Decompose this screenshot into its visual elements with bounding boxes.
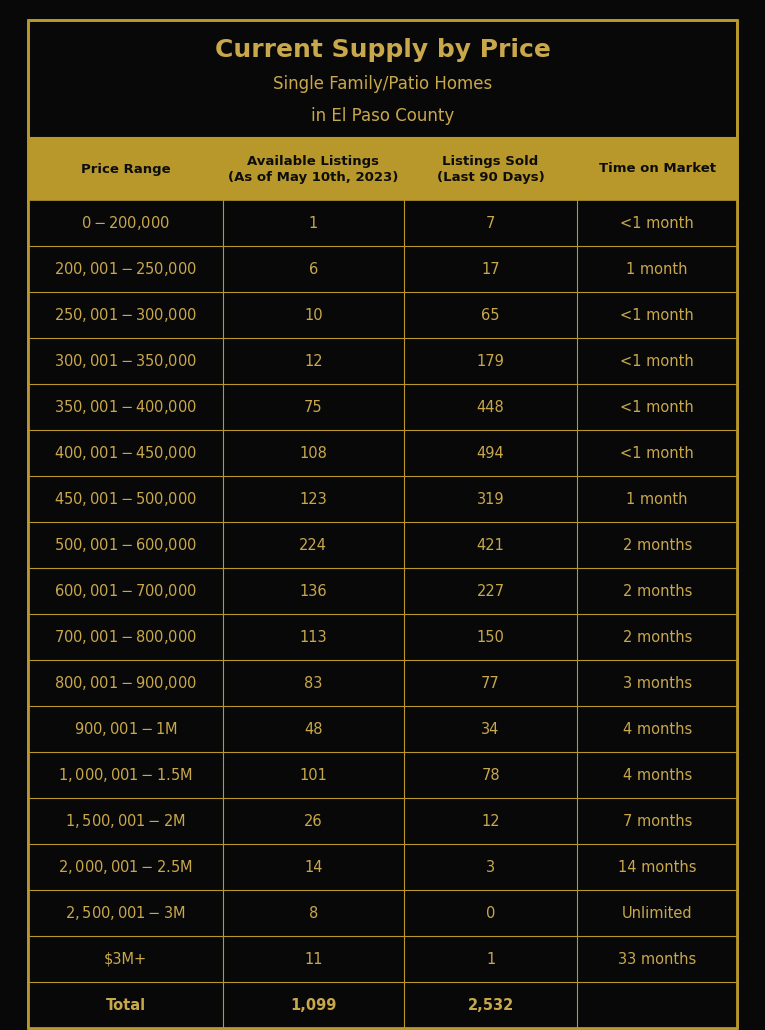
Text: $2,000,001 - $2.5M: $2,000,001 - $2.5M — [58, 858, 193, 876]
Text: $2,500,001 - $3M: $2,500,001 - $3M — [65, 904, 186, 922]
Bar — [28, 752, 737, 798]
Text: 14 months: 14 months — [618, 859, 696, 874]
Text: 75: 75 — [304, 400, 323, 414]
Text: 8: 8 — [309, 905, 318, 921]
Bar — [28, 660, 737, 706]
Text: 136: 136 — [300, 584, 327, 598]
Text: <1 month: <1 month — [620, 308, 694, 322]
Text: 150: 150 — [477, 629, 505, 645]
Text: 83: 83 — [304, 676, 323, 690]
Text: 227: 227 — [477, 584, 505, 598]
Text: 7: 7 — [486, 215, 495, 231]
Text: 448: 448 — [477, 400, 504, 414]
Text: <1 month: <1 month — [620, 215, 694, 231]
Text: $400,001 - $450,000: $400,001 - $450,000 — [54, 444, 197, 462]
Text: $600,001 - $700,000: $600,001 - $700,000 — [54, 582, 197, 600]
Bar — [28, 291, 737, 338]
Text: 494: 494 — [477, 446, 504, 460]
Text: 7 months: 7 months — [623, 814, 692, 828]
Text: 3: 3 — [486, 859, 495, 874]
Text: 3 months: 3 months — [623, 676, 692, 690]
Bar — [28, 384, 737, 430]
Text: $350,001 - $400,000: $350,001 - $400,000 — [54, 398, 197, 416]
Text: 224: 224 — [299, 538, 327, 552]
Text: 1: 1 — [309, 215, 318, 231]
Bar — [28, 982, 737, 1028]
Text: 48: 48 — [304, 721, 323, 736]
Text: 421: 421 — [477, 538, 505, 552]
Text: 1: 1 — [486, 952, 495, 966]
Text: in El Paso County: in El Paso County — [311, 106, 454, 125]
Text: 14: 14 — [304, 859, 323, 874]
Text: 2 months: 2 months — [623, 629, 692, 645]
Text: $500,001 - $600,000: $500,001 - $600,000 — [54, 536, 197, 554]
Bar — [28, 138, 737, 200]
Text: 123: 123 — [299, 491, 327, 507]
Bar — [28, 614, 737, 660]
Text: 0: 0 — [486, 905, 495, 921]
Text: Price Range: Price Range — [80, 163, 171, 175]
Bar — [28, 844, 737, 890]
Text: 1 month: 1 month — [627, 262, 688, 276]
Text: 108: 108 — [299, 446, 327, 460]
Text: $700,001 - $800,000: $700,001 - $800,000 — [54, 628, 197, 646]
Text: 2 months: 2 months — [623, 538, 692, 552]
Text: 26: 26 — [304, 814, 323, 828]
Text: 65: 65 — [481, 308, 500, 322]
Text: <1 month: <1 month — [620, 400, 694, 414]
Text: 1,099: 1,099 — [290, 997, 337, 1012]
Bar — [28, 936, 737, 982]
Bar — [28, 200, 737, 246]
Text: 17: 17 — [481, 262, 500, 276]
Bar — [28, 338, 737, 384]
Bar — [28, 706, 737, 752]
Bar — [28, 430, 737, 476]
Text: <1 month: <1 month — [620, 446, 694, 460]
Text: <1 month: <1 month — [620, 353, 694, 369]
Text: 2,532: 2,532 — [467, 997, 514, 1012]
Text: $0 - $200,000: $0 - $200,000 — [81, 214, 170, 232]
Text: 2 months: 2 months — [623, 584, 692, 598]
Text: 6: 6 — [309, 262, 318, 276]
Text: 33 months: 33 months — [618, 952, 696, 966]
Text: $800,001 - $900,000: $800,001 - $900,000 — [54, 674, 197, 692]
Text: Time on Market: Time on Market — [599, 163, 716, 175]
Text: 11: 11 — [304, 952, 323, 966]
Text: 179: 179 — [477, 353, 505, 369]
Text: $450,001 - $500,000: $450,001 - $500,000 — [54, 490, 197, 508]
Text: 78: 78 — [481, 767, 500, 783]
Text: $900,001 - $1M: $900,001 - $1M — [73, 720, 177, 739]
Text: Unlimited: Unlimited — [622, 905, 692, 921]
Bar — [28, 798, 737, 844]
Text: 12: 12 — [481, 814, 500, 828]
Text: 12: 12 — [304, 353, 323, 369]
Text: 113: 113 — [300, 629, 327, 645]
Text: 1 month: 1 month — [627, 491, 688, 507]
Text: 10: 10 — [304, 308, 323, 322]
Text: 4 months: 4 months — [623, 767, 692, 783]
Text: 101: 101 — [299, 767, 327, 783]
Text: 319: 319 — [477, 491, 504, 507]
Bar — [28, 476, 737, 522]
Text: Single Family/Patio Homes: Single Family/Patio Homes — [273, 75, 492, 93]
Text: $1,500,001 - $2M: $1,500,001 - $2M — [65, 812, 186, 830]
Text: 77: 77 — [481, 676, 500, 690]
Text: $300,001 - $350,000: $300,001 - $350,000 — [54, 352, 197, 370]
Bar — [28, 890, 737, 936]
Text: 4 months: 4 months — [623, 721, 692, 736]
Text: 34: 34 — [481, 721, 500, 736]
Text: $200,001 - $250,000: $200,001 - $250,000 — [54, 260, 197, 278]
Text: $250,001 - $300,000: $250,001 - $300,000 — [54, 306, 197, 324]
Text: Available Listings
(As of May 10th, 2023): Available Listings (As of May 10th, 2023… — [228, 154, 399, 183]
Bar — [28, 522, 737, 568]
Text: Listings Sold
(Last 90 Days): Listings Sold (Last 90 Days) — [437, 154, 545, 183]
Text: Current Supply by Price: Current Supply by Price — [214, 37, 551, 62]
Text: Total: Total — [106, 997, 145, 1012]
Bar — [28, 568, 737, 614]
Text: $3M+: $3M+ — [104, 952, 147, 966]
Bar — [28, 246, 737, 291]
Text: $1,000,001 - $1.5M: $1,000,001 - $1.5M — [58, 766, 193, 784]
